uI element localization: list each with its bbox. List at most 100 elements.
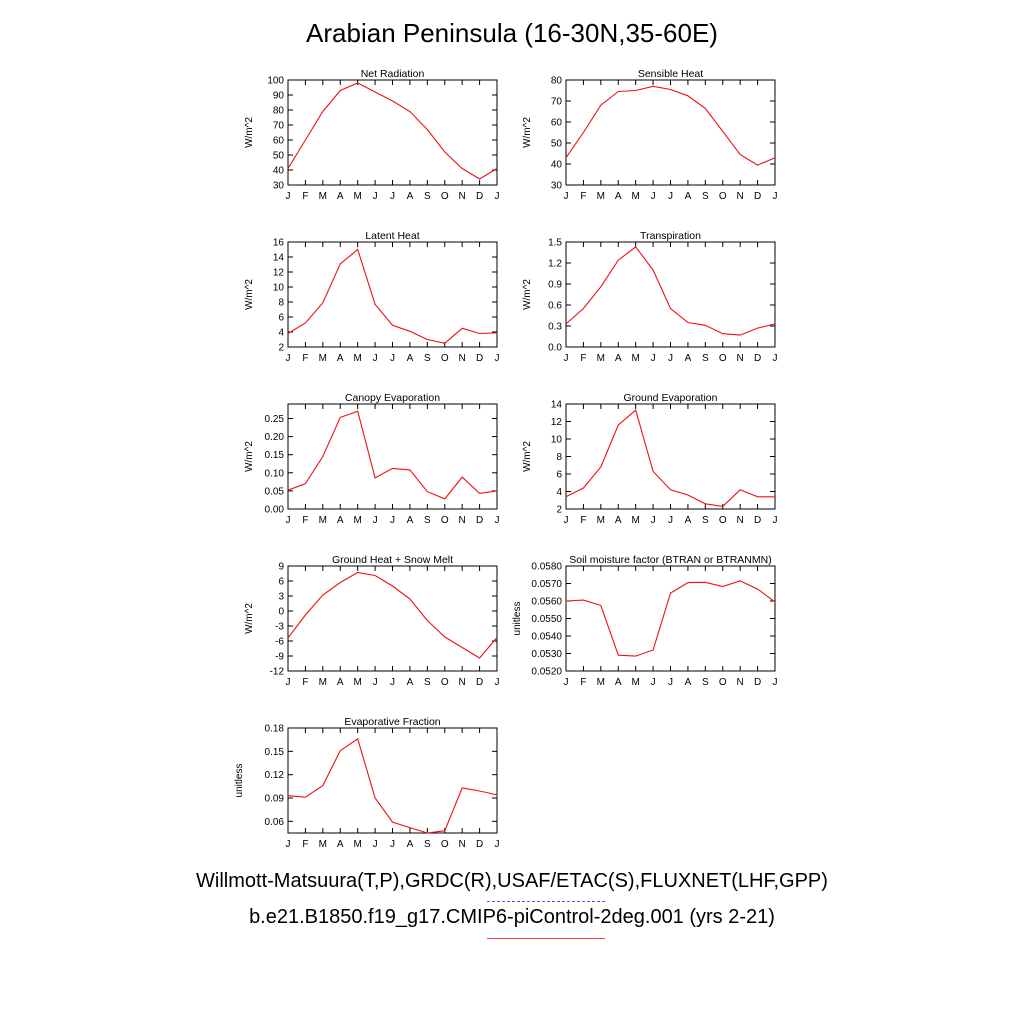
- x-tick-label: J: [373, 839, 378, 850]
- series-line: [287, 248, 498, 344]
- panel-7: Soil moisture factor (BTRAN or BTRANMN) J…: [512, 554, 778, 688]
- plot-frame: [565, 565, 776, 672]
- x-tick-label: M: [353, 515, 361, 526]
- x-tick-label: A: [407, 515, 414, 526]
- plot-frame: [287, 79, 498, 186]
- x-tick-label: S: [424, 353, 431, 364]
- x-tick-label: A: [615, 677, 622, 688]
- x-tick-label: A: [407, 677, 414, 688]
- x-tick-label: J: [286, 353, 291, 364]
- x-tick-label: A: [337, 677, 344, 688]
- x-tick-label: J: [564, 353, 569, 364]
- x-tick-label: J: [390, 515, 395, 526]
- series-line: [287, 738, 498, 834]
- y-tick-label: 40: [551, 160, 563, 171]
- x-tick-label: S: [424, 677, 431, 688]
- x-tick-label: D: [754, 515, 761, 526]
- x-tick-label: J: [564, 191, 569, 202]
- y-tick-label: 90: [273, 91, 285, 102]
- x-tick-label: J: [390, 353, 395, 364]
- x-tick-label: S: [702, 353, 709, 364]
- x-tick-label: J: [286, 515, 291, 526]
- y-axis-label: W/m^2: [522, 117, 533, 148]
- x-tick-label: J: [773, 353, 778, 364]
- x-tick-label: A: [407, 353, 414, 364]
- panel-title: Latent Heat: [365, 230, 419, 242]
- x-tick-label: M: [319, 839, 327, 850]
- y-tick-label: 50: [273, 151, 285, 162]
- y-tick-label: 12: [551, 417, 563, 428]
- series-line: [287, 571, 498, 659]
- y-axis-label: W/m^2: [244, 117, 255, 148]
- y-tick-label: 16: [273, 238, 285, 249]
- x-tick-label: S: [424, 839, 431, 850]
- x-tick-label: S: [702, 191, 709, 202]
- x-tick-label: A: [337, 839, 344, 850]
- plot-frame: [565, 79, 776, 186]
- y-tick-label: -6: [275, 637, 284, 648]
- x-tick-label: F: [580, 515, 586, 526]
- x-tick-label: D: [476, 353, 483, 364]
- y-tick-label: 0: [278, 607, 284, 618]
- x-tick-label: J: [668, 353, 673, 364]
- x-tick-label: A: [337, 353, 344, 364]
- legend-model-key: [487, 938, 605, 939]
- x-tick-label: F: [302, 677, 308, 688]
- x-tick-label: A: [685, 677, 692, 688]
- x-tick-label: O: [441, 677, 449, 688]
- plot-frame: [287, 403, 498, 510]
- y-tick-label: 80: [551, 76, 563, 87]
- x-tick-label: A: [615, 191, 622, 202]
- x-tick-label: A: [615, 515, 622, 526]
- y-tick-label: 0.0580: [531, 562, 562, 573]
- y-tick-label: 2: [278, 343, 284, 354]
- x-tick-label: S: [702, 677, 709, 688]
- y-tick-label: 50: [551, 139, 563, 150]
- y-tick-label: 0.0540: [531, 632, 562, 643]
- x-tick-label: M: [319, 515, 327, 526]
- y-tick-label: 14: [551, 400, 563, 411]
- x-tick-label: D: [754, 353, 761, 364]
- y-tick-label: 0.25: [265, 414, 285, 425]
- x-tick-label: A: [407, 191, 414, 202]
- x-tick-label: O: [441, 839, 449, 850]
- x-tick-label: S: [702, 515, 709, 526]
- y-tick-label: 0.05: [265, 486, 285, 497]
- y-tick-label: 0.0520: [531, 667, 562, 678]
- x-tick-label: N: [459, 839, 466, 850]
- y-tick-label: 9: [278, 562, 284, 573]
- y-tick-label: 60: [273, 136, 285, 147]
- y-tick-label: 10: [273, 283, 285, 294]
- x-tick-label: J: [390, 839, 395, 850]
- panel-title: Ground Heat + Snow Melt: [332, 554, 453, 566]
- legend-observations-label: Willmott-Matsuura(T,P),GRDC(R),USAF/ETAC…: [196, 870, 828, 892]
- x-tick-label: M: [319, 677, 327, 688]
- x-tick-label: F: [580, 353, 586, 364]
- x-tick-label: J: [651, 515, 656, 526]
- x-tick-label: M: [597, 353, 605, 364]
- series-line: [565, 409, 775, 507]
- x-tick-label: M: [319, 353, 327, 364]
- x-tick-label: N: [737, 677, 744, 688]
- y-tick-label: 3: [278, 592, 284, 603]
- y-tick-label: -3: [275, 622, 284, 633]
- x-tick-label: J: [651, 677, 656, 688]
- series-line: [287, 410, 498, 500]
- y-tick-label: -12: [270, 667, 285, 678]
- y-tick-label: 0.3: [548, 322, 562, 333]
- x-tick-label: O: [441, 353, 449, 364]
- x-tick-label: F: [580, 677, 586, 688]
- x-tick-label: N: [737, 515, 744, 526]
- plot-frame: [287, 727, 498, 834]
- x-tick-label: M: [353, 677, 361, 688]
- x-tick-label: N: [459, 677, 466, 688]
- y-tick-label: 0.0570: [531, 579, 562, 590]
- panel-title: Ground Evaporation: [624, 392, 718, 404]
- x-tick-label: F: [302, 353, 308, 364]
- x-tick-label: M: [597, 191, 605, 202]
- y-axis-label: W/m^2: [244, 441, 255, 472]
- x-tick-label: S: [424, 191, 431, 202]
